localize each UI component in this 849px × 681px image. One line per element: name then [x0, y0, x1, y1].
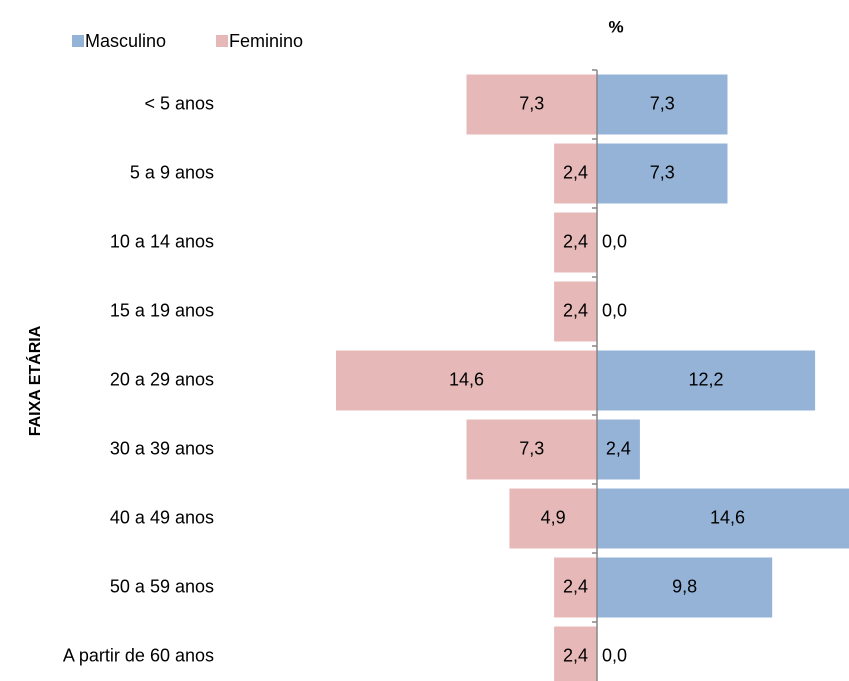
bar	[597, 419, 640, 480]
bar	[466, 419, 597, 480]
data-label: 4,9	[541, 507, 566, 527]
bar	[597, 557, 773, 618]
y-tick-label: 20 a 29 anos	[110, 369, 214, 389]
data-label: 2,4	[563, 162, 588, 182]
y-tick-label: A partir de 60 anos	[63, 645, 214, 665]
data-label: 7,3	[519, 93, 544, 113]
chart-title: %	[608, 17, 623, 36]
bar	[597, 74, 728, 135]
data-label: 0,0	[602, 300, 627, 320]
data-label: 12,2	[689, 369, 724, 389]
y-tick-label: 30 a 39 anos	[110, 438, 214, 458]
data-label: 2,4	[563, 300, 588, 320]
data-label: 2,4	[606, 438, 631, 458]
bar	[554, 626, 597, 681]
data-label: 0,0	[602, 231, 627, 251]
data-label: 2,4	[563, 645, 588, 665]
data-label: 7,3	[650, 162, 675, 182]
y-axis-label: FAIXA ETÁRIA	[25, 325, 44, 436]
bar	[466, 74, 597, 135]
y-tick-label: 10 a 14 anos	[110, 231, 214, 251]
data-label: 14,6	[710, 507, 745, 527]
bar	[554, 143, 597, 204]
data-label: 2,4	[563, 576, 588, 596]
data-label: 7,3	[650, 93, 675, 113]
bar	[597, 488, 849, 549]
data-label: 7,3	[519, 438, 544, 458]
data-label: 14,6	[449, 369, 484, 389]
legend-swatch	[216, 35, 228, 47]
y-tick-label: < 5 anos	[144, 93, 214, 113]
y-tick-label: 15 a 19 anos	[110, 300, 214, 320]
y-tick-label: 50 a 59 anos	[110, 576, 214, 596]
data-label: 9,8	[672, 576, 697, 596]
bar	[336, 350, 597, 411]
data-label: 2,4	[563, 231, 588, 251]
bar	[509, 488, 597, 549]
bar	[554, 557, 597, 618]
legend-label: Masculino	[85, 31, 166, 51]
legend-swatch	[72, 35, 84, 47]
legend-label: Feminino	[229, 31, 303, 51]
data-label: 0,0	[602, 645, 627, 665]
bar	[597, 350, 816, 411]
bar	[597, 143, 728, 204]
bar	[554, 212, 597, 273]
y-tick-label: 5 a 9 anos	[130, 162, 214, 182]
bar	[554, 281, 597, 342]
y-tick-label: 40 a 49 anos	[110, 507, 214, 527]
